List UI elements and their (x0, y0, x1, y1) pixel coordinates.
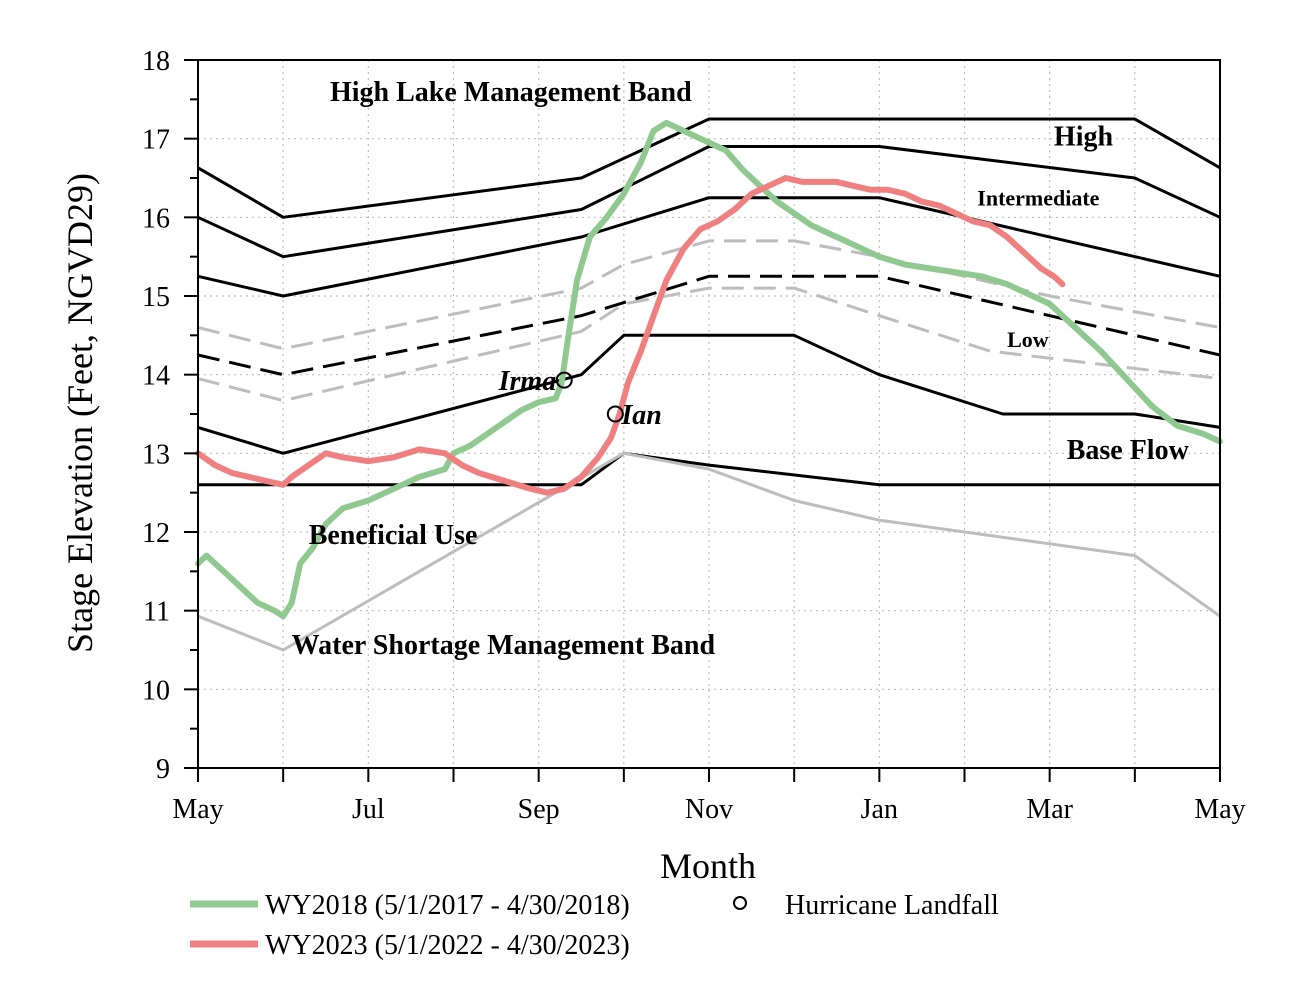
grid-lines (198, 60, 1220, 768)
x-axis-title: Month (660, 846, 756, 886)
hurricane-label-irma: Irma (498, 366, 557, 397)
legend-label-wy2023: WY2023 (5/1/2022 - 4/30/2023) (265, 930, 630, 961)
band-label-water-shortage-management-band: Water Shortage Management Band (292, 630, 716, 661)
reference-line-low-middle (197, 274, 1221, 377)
y-tick-label: 17 (142, 125, 170, 156)
band-label-intermediate: Intermediate (977, 186, 1099, 211)
y-tick-label: 18 (142, 46, 170, 77)
y-axis-title: Stage Elevation (Feet, NGVD29) (60, 173, 100, 653)
series-line-wy2023 (195, 175, 1066, 496)
y-tick-label: 13 (142, 439, 170, 470)
y-tick-label: 14 (142, 361, 170, 392)
band-label-low: Low (1007, 327, 1049, 352)
hurricane-label-ian: Ian (620, 400, 661, 431)
x-tick-label: Mar (1026, 794, 1073, 825)
reference-line-base-flow-beneficial-use (197, 333, 1221, 455)
x-tick-label: Nov (685, 794, 733, 825)
y-tick-label: 16 (142, 203, 170, 234)
hurricane-marker-irma (555, 371, 573, 389)
x-tick-label: Jul (352, 794, 385, 825)
legend-label-hurricane: Hurricane Landfall (785, 890, 999, 921)
legend-label-wy2018: WY2018 (5/1/2017 - 4/30/2018) (265, 890, 630, 921)
reference-line-intermediate-low (197, 196, 1221, 298)
series-line-wy2018 (195, 119, 1223, 620)
y-tick-label: 12 (142, 518, 170, 549)
y-tick-label: 15 (142, 282, 170, 313)
y-tick-label: 11 (143, 597, 170, 628)
reference-line-low-lower (197, 286, 1221, 403)
hurricane-marker-ian (606, 405, 624, 423)
band-label-high: High (1054, 122, 1114, 153)
axes: 9 10 11 12 13 14 15 16 17 18 May Jul Sep Nov Jan Mar May (142, 46, 1246, 825)
band-label-beneficial-use: Beneficial Use (309, 520, 478, 551)
x-tick-label: Sep (518, 794, 560, 825)
band-label-high-lake-management-band: High Lake Management Band (330, 77, 692, 108)
x-tick-label: May (172, 794, 223, 825)
legend-hurricane-marker-icon (733, 896, 747, 910)
reference-line-high-intermediate (197, 145, 1221, 259)
band-label-base-flow: Base Flow (1067, 435, 1190, 466)
x-tick-label: May (1194, 794, 1245, 825)
y-tick-label: 9 (156, 754, 170, 785)
hurricane-markers: Irma Ian (498, 366, 662, 431)
x-tick-label: Jan (861, 794, 898, 825)
legend: WY2018 (5/1/2017 - 4/30/2018) Hurricane … (190, 890, 999, 961)
band-labels: High Lake Management Band High Intermediat… (292, 77, 1190, 661)
data-series (195, 119, 1223, 620)
reference-line-water-shortage-band (197, 451, 1221, 652)
y-tick-label: 10 (142, 675, 170, 706)
